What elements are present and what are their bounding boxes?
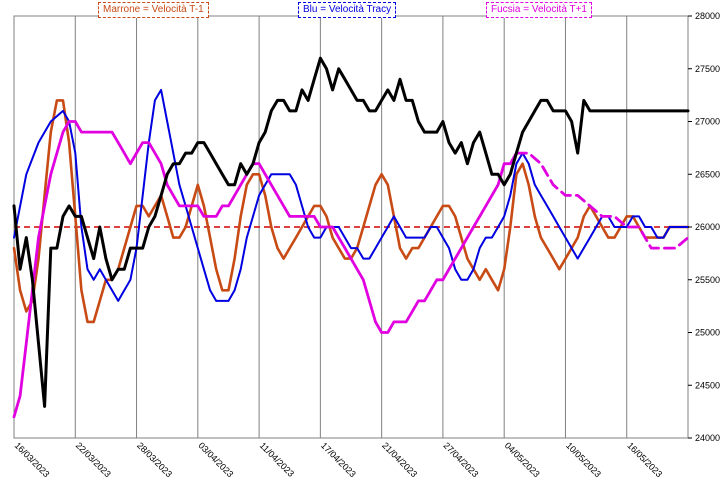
x-tick-label: 22/03/2023 xyxy=(74,440,113,479)
y-tick-label: 25000 xyxy=(695,328,720,338)
series-line xyxy=(12,120,518,419)
y-tick-label: 27000 xyxy=(695,117,720,127)
y-axis-right: 24000 24500 25000 25500 26000 26500 27000 27500… xyxy=(688,11,720,443)
y-tick-label: 26500 xyxy=(695,169,720,179)
x-tick-label: 16/05/2023 xyxy=(625,440,664,479)
x-tick-label: 03/04/2023 xyxy=(196,440,235,479)
x-axis: 16/03/2023 22/03/2023 28/03/2023 03/04/2023… xyxy=(13,440,665,479)
legend-item-blu: Blu = Velocità Tracy xyxy=(298,2,397,18)
x-tick-label: 16/03/2023 xyxy=(13,440,52,479)
x-tick-label: 10/05/2023 xyxy=(564,440,603,479)
y-tick-label: 24000 xyxy=(695,433,720,443)
y-tick-label: 26000 xyxy=(695,222,720,232)
y-tick-label: 25500 xyxy=(695,275,720,285)
x-tick-label: 21/04/2023 xyxy=(380,440,419,479)
y-tick-label: 24500 xyxy=(695,380,720,390)
legend-item-marrone: Marrone = Velocità T-1 xyxy=(98,2,209,18)
x-tick-label: 17/04/2023 xyxy=(319,440,358,479)
x-tick-label: 27/04/2023 xyxy=(441,440,480,479)
y-tick-label: 27500 xyxy=(695,64,720,74)
x-tick-label: 11/04/2023 xyxy=(258,440,296,478)
x-tick-label: 28/03/2023 xyxy=(135,440,174,479)
series-line xyxy=(12,56,690,408)
series-layer xyxy=(12,56,690,419)
series-line xyxy=(13,88,689,302)
series-line xyxy=(515,151,690,250)
legend-item-fucsia: Fucsia = Velocità T+1 xyxy=(486,2,592,18)
y-tick-label: 28000 xyxy=(695,11,720,21)
x-tick-label: 04/05/2023 xyxy=(503,440,542,479)
